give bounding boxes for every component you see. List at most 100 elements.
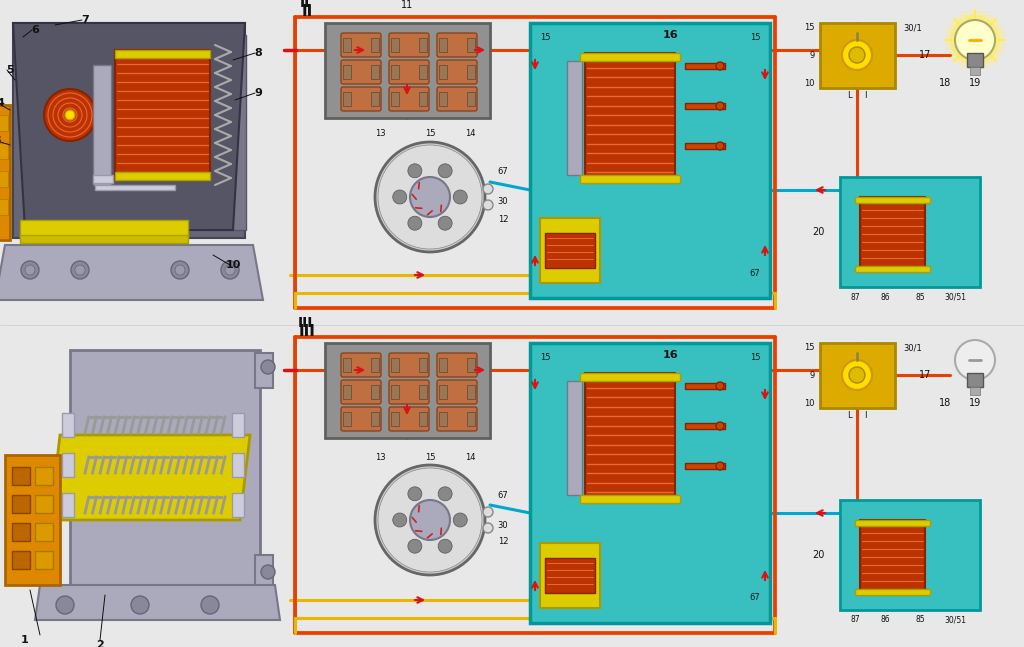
Text: 87: 87 (850, 615, 860, 624)
Bar (391, 385, 399, 399)
FancyBboxPatch shape (341, 407, 381, 431)
Text: 6: 6 (31, 25, 39, 35)
Bar (419, 412, 427, 426)
Bar (467, 385, 475, 399)
Bar (439, 92, 447, 106)
Text: 5: 5 (6, 65, 13, 75)
Bar (35, 467, 53, 485)
Circle shape (438, 216, 453, 230)
Text: 13: 13 (375, 452, 385, 461)
Text: 17: 17 (919, 370, 931, 380)
Bar (855, 520, 930, 526)
Text: L: L (847, 91, 851, 100)
Bar (567, 381, 582, 495)
Circle shape (849, 367, 865, 383)
Text: 17: 17 (919, 50, 931, 60)
Text: 19: 19 (969, 398, 981, 408)
Bar (371, 65, 379, 79)
Circle shape (950, 15, 1000, 65)
FancyBboxPatch shape (389, 380, 429, 404)
Bar (371, 385, 379, 399)
Bar (530, 23, 770, 298)
Bar (371, 358, 379, 372)
Bar (860, 197, 925, 272)
Bar (12, 467, 30, 485)
Text: 86: 86 (881, 615, 890, 624)
Bar (255, 555, 273, 590)
Polygon shape (0, 245, 263, 300)
Text: 67: 67 (750, 593, 761, 602)
FancyBboxPatch shape (389, 87, 429, 111)
Bar (540, 218, 600, 283)
Bar (419, 38, 427, 52)
Polygon shape (50, 435, 250, 520)
Bar (343, 92, 351, 106)
FancyBboxPatch shape (341, 87, 381, 111)
Text: 30: 30 (498, 197, 508, 206)
Bar (585, 373, 675, 503)
Circle shape (25, 265, 35, 275)
Circle shape (175, 265, 185, 275)
Bar (5, 455, 60, 585)
Circle shape (22, 261, 39, 279)
Bar (255, 353, 273, 388)
Text: 7: 7 (81, 15, 89, 25)
Bar (391, 92, 399, 106)
Text: 11: 11 (400, 0, 413, 10)
FancyBboxPatch shape (341, 380, 381, 404)
Bar (208, 35, 246, 230)
Text: I: I (864, 91, 866, 100)
Circle shape (716, 102, 724, 110)
Text: 18: 18 (939, 398, 951, 408)
Bar (439, 358, 447, 372)
Bar (232, 413, 244, 437)
Text: 15: 15 (540, 34, 550, 43)
Bar (62, 453, 74, 477)
Text: 30/1: 30/1 (903, 23, 922, 32)
Bar (840, 500, 980, 610)
Text: 14: 14 (465, 129, 475, 138)
Text: 15: 15 (750, 353, 760, 362)
Text: 67: 67 (498, 168, 508, 177)
Text: 16: 16 (663, 350, 678, 360)
Bar (855, 589, 930, 595)
Text: 9: 9 (254, 88, 262, 98)
Circle shape (375, 142, 485, 252)
Circle shape (945, 10, 1005, 70)
Text: 9: 9 (810, 50, 815, 60)
Circle shape (375, 465, 485, 575)
Bar (467, 412, 475, 426)
FancyBboxPatch shape (437, 87, 477, 111)
Bar (685, 463, 725, 469)
Bar (419, 92, 427, 106)
Text: I: I (864, 411, 866, 421)
Bar (0, 115, 8, 131)
Circle shape (378, 468, 482, 572)
Bar (70, 350, 260, 585)
FancyBboxPatch shape (437, 380, 477, 404)
Bar (685, 423, 725, 429)
Circle shape (716, 462, 724, 470)
Bar (439, 385, 447, 399)
Text: III: III (297, 316, 312, 330)
Text: 8: 8 (254, 48, 262, 58)
Text: 16: 16 (663, 30, 678, 40)
Bar (580, 373, 680, 381)
Bar (371, 92, 379, 106)
FancyBboxPatch shape (341, 353, 381, 377)
Bar (585, 53, 675, 183)
Bar (20, 220, 188, 238)
Bar (580, 175, 680, 183)
Bar (343, 38, 351, 52)
Text: 13: 13 (375, 129, 385, 138)
Bar (62, 493, 74, 517)
Bar (325, 23, 490, 118)
Circle shape (438, 539, 453, 553)
Circle shape (849, 47, 865, 63)
Text: III: III (299, 325, 315, 340)
Text: 85: 85 (915, 615, 925, 624)
Circle shape (75, 265, 85, 275)
Bar (232, 493, 244, 517)
Bar (419, 358, 427, 372)
FancyBboxPatch shape (389, 407, 429, 431)
